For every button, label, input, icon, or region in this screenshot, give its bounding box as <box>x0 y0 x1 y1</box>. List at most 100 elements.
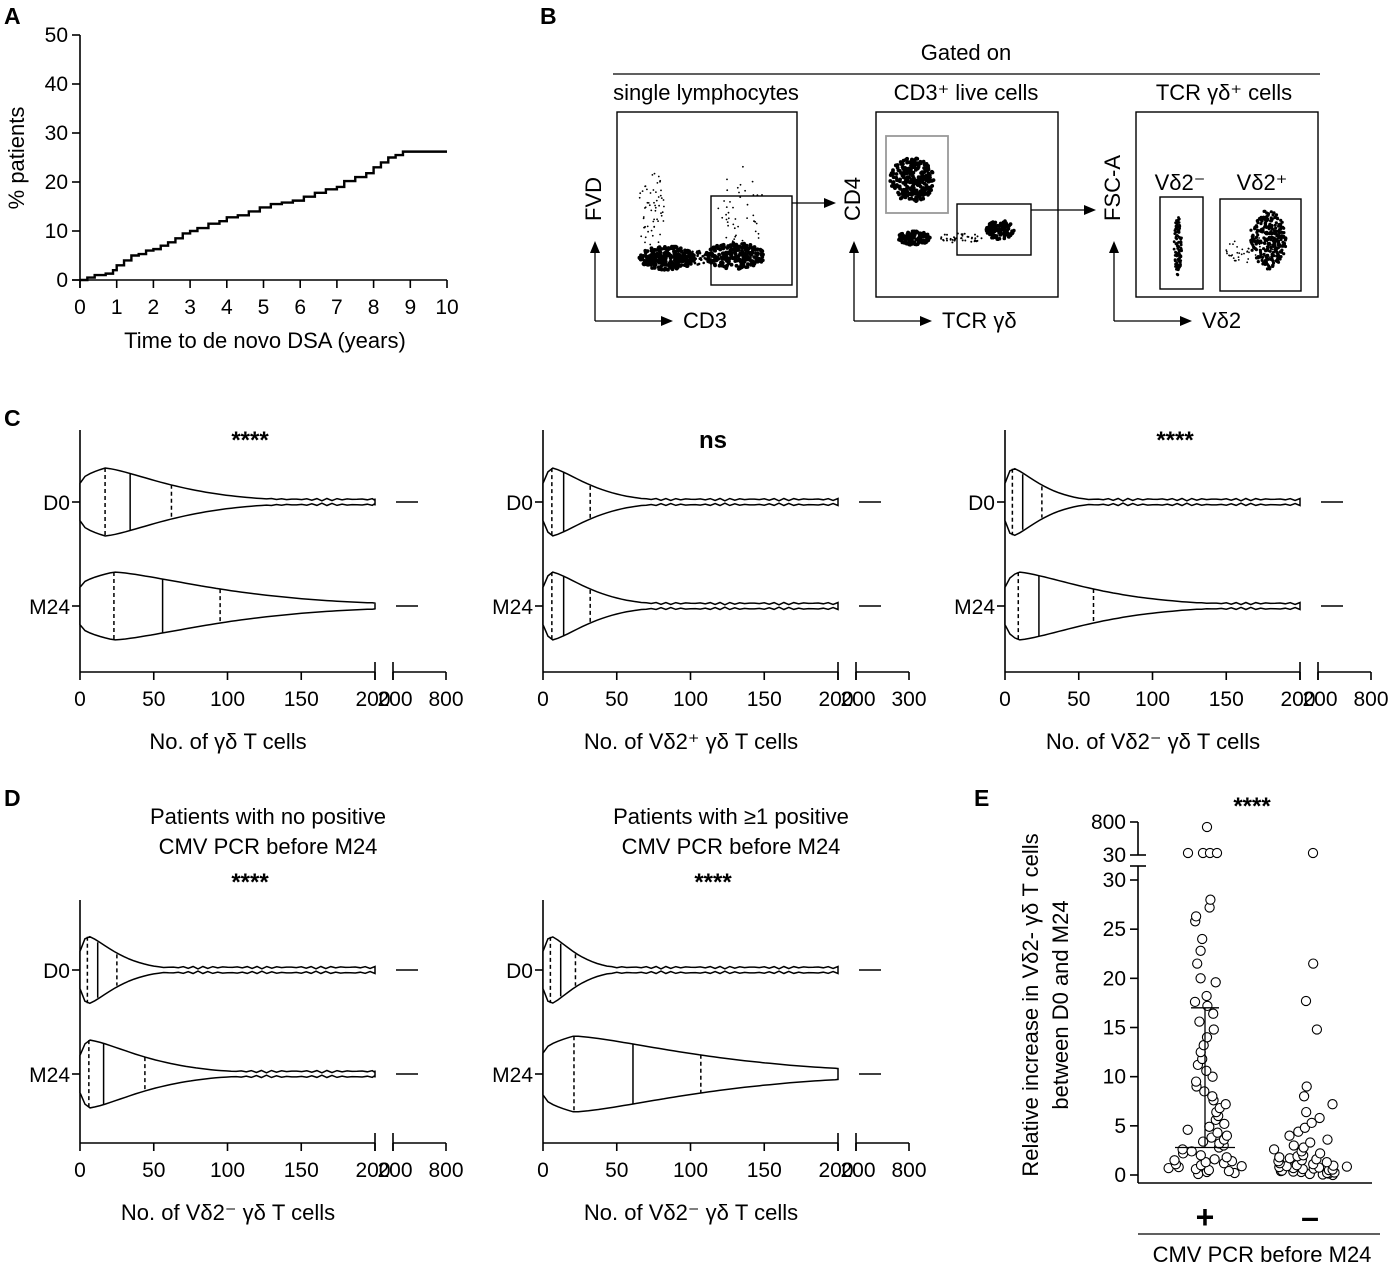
facs-event <box>721 251 726 256</box>
x-tick-label: 200 <box>377 1159 412 1182</box>
gate-cd3 <box>710 195 793 286</box>
facs-event <box>744 189 746 192</box>
data-point <box>1223 1165 1235 1177</box>
facs-event <box>980 237 983 240</box>
violin-shape <box>79 571 376 641</box>
data-point <box>1212 1127 1223 1138</box>
x-tick-label: 0 <box>74 296 86 319</box>
facs-event <box>912 197 917 202</box>
facs-event <box>1269 216 1273 220</box>
facs-event <box>949 238 952 241</box>
facs-event <box>915 195 919 200</box>
x-tick-label: 6 <box>294 296 306 319</box>
facs-event <box>641 190 644 193</box>
facs-event <box>734 218 737 220</box>
facs-event <box>1256 260 1260 264</box>
significance-label: **** <box>1233 793 1271 820</box>
x-tick-label: 200 <box>355 1159 390 1182</box>
facs-event <box>926 179 931 184</box>
facs-event <box>910 157 914 162</box>
facs-event <box>646 225 649 228</box>
x-tick-label: 0 <box>74 1159 86 1182</box>
gate-vd2-neg <box>1159 196 1204 290</box>
x-tick-label: 150 <box>284 688 319 711</box>
facs-event <box>1274 221 1278 225</box>
y-tick-label: 10 <box>45 220 68 243</box>
panel-label-a: A <box>4 3 21 29</box>
facs-event <box>1240 253 1243 256</box>
facs-event <box>1002 224 1007 228</box>
panel-e-scatter: 800 30 0 5 10 15 20 25 30 Relative increase in Vδ… <box>1018 793 1380 1267</box>
facs-event <box>754 230 757 233</box>
data-point <box>1314 1148 1326 1159</box>
facs-event <box>725 236 728 239</box>
facs-event <box>656 218 658 221</box>
facs-event <box>737 244 742 249</box>
facs-event <box>951 241 954 244</box>
facs-event <box>731 241 736 246</box>
significance-label: **** <box>231 427 269 454</box>
y-tick-label: 25 <box>1103 918 1126 941</box>
facs-event <box>719 243 724 248</box>
facs-event <box>1277 231 1282 235</box>
facs-event <box>1269 219 1273 223</box>
facs-event <box>651 255 656 260</box>
facs-event <box>733 238 736 241</box>
facs-event <box>1177 230 1180 234</box>
facs-event <box>1002 234 1007 239</box>
data-point <box>1322 1134 1333 1145</box>
facs-event <box>688 258 692 262</box>
facs-event <box>1274 259 1278 263</box>
data-point <box>1306 1117 1317 1129</box>
facs-event <box>654 206 657 209</box>
facs-event <box>740 249 745 254</box>
facs-event <box>1006 227 1011 231</box>
facs-event <box>1236 246 1238 248</box>
x-tick-label: 50 <box>142 688 165 711</box>
facs-event <box>668 259 673 264</box>
facs-event <box>953 236 955 239</box>
data-point <box>1341 1161 1353 1172</box>
facs-event <box>896 168 901 173</box>
facs-event <box>1277 228 1281 232</box>
facs-event <box>656 182 659 184</box>
facs-event <box>715 243 719 248</box>
facs-event <box>644 185 647 188</box>
data-point <box>1321 1157 1332 1168</box>
panel-title: Patients with no positive <box>150 804 386 829</box>
x-tick-label: 800 <box>1353 688 1388 711</box>
x-axis-label: Time to de novo DSA (years) <box>124 328 406 353</box>
x-tick-label: 800 <box>428 1159 463 1182</box>
data-point <box>1205 894 1216 905</box>
facs-event <box>989 226 993 231</box>
facs-event <box>1178 265 1181 269</box>
facs-event <box>911 165 916 170</box>
facs-event <box>757 237 760 239</box>
data-point <box>1195 945 1206 956</box>
facs-event <box>732 206 734 209</box>
facs-event <box>644 206 647 209</box>
facs-event <box>1269 246 1273 250</box>
facs-event <box>693 261 697 265</box>
facs-event <box>926 190 931 194</box>
violin-shape <box>79 1039 376 1109</box>
y-tick-label: 20 <box>1103 967 1126 990</box>
facs-event <box>651 249 656 254</box>
y-axis-label: Relative increase in Vδ2- γδ T cells <box>1018 833 1043 1176</box>
facs-event <box>683 259 687 262</box>
facs-event <box>992 229 997 234</box>
facs-event <box>1269 224 1273 228</box>
y-axis-label: between D0 and M24 <box>1048 900 1073 1109</box>
data-point <box>1197 1136 1209 1147</box>
x-tick-label: 100 <box>210 1159 245 1182</box>
facs-event <box>723 200 725 202</box>
x-tick-label: 100 <box>673 1159 708 1182</box>
facs-event <box>1263 209 1267 213</box>
facs-event <box>920 180 925 185</box>
facs-event <box>648 262 653 267</box>
facs-event <box>1238 252 1241 255</box>
facs-event <box>732 223 735 226</box>
x-tick-label: 100 <box>210 688 245 711</box>
facs-event <box>659 179 662 182</box>
facs-event <box>1175 237 1179 241</box>
